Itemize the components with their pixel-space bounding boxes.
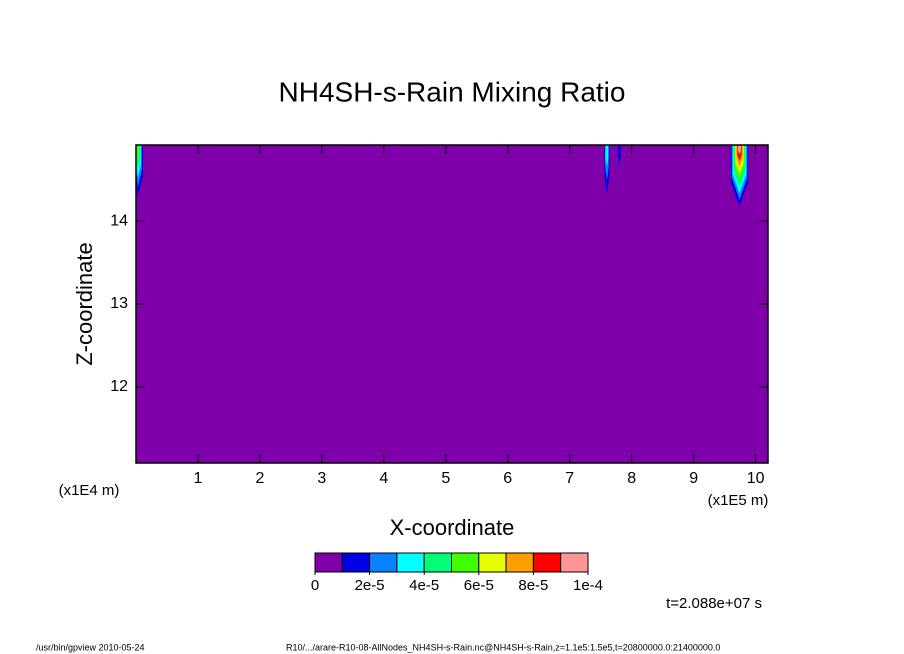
footer-right: R10/.../arare-R10-08-AllNodes_NH4SH-s-Ra… (286, 642, 720, 652)
colorbar-tick-label: 4e-5 (409, 577, 439, 594)
y-tick-label: 14 (110, 212, 128, 229)
colorbar-box (314, 552, 343, 573)
y-axis-label: Z-coordinate (72, 242, 97, 366)
colorbar-tick-label: 1e-4 (573, 577, 603, 594)
contour-region (617, 145, 621, 166)
x-tick-label: 8 (627, 470, 636, 487)
footer-left: /usr/bin/gpview 2010-05-24 (36, 642, 145, 652)
colorbar-box (505, 552, 534, 573)
colorbar-box (451, 552, 480, 573)
x-tick-label: 7 (565, 470, 574, 487)
plot-background (136, 145, 768, 463)
contour-region (136, 145, 140, 160)
x-tick-label: 9 (689, 470, 698, 487)
x-tick-label: 10 (747, 470, 765, 487)
x-unit: (x1E5 m) (708, 492, 769, 509)
colorbar-box (560, 552, 589, 573)
x-tick-label: 4 (379, 470, 388, 487)
x-tick-label: 1 (194, 470, 203, 487)
colorbar-box (423, 552, 453, 573)
x-tick-label: 5 (441, 470, 450, 487)
colorbar-tick-label: 6e-5 (464, 577, 494, 594)
x-tick-label: 3 (317, 470, 326, 487)
colorbar-box (396, 552, 425, 573)
y-tick-label: 12 (110, 378, 128, 395)
colorbar-box (341, 552, 371, 573)
x-axis-label: X-coordinate (390, 515, 515, 540)
contour-region (605, 145, 609, 167)
contour-region (737, 145, 741, 155)
x-tick-label: 6 (503, 470, 512, 487)
y-tick-label: 13 (110, 295, 128, 312)
colorbar-tick-label: 8e-5 (518, 577, 548, 594)
colorbar-box (369, 552, 398, 573)
chart-title: NH4SH-s-Rain Mixing Ratio (279, 76, 626, 107)
colorbar-tick-label: 0 (311, 577, 319, 594)
y-unit: (x1E4 m) (59, 482, 120, 499)
colorbar-box (478, 552, 507, 573)
colorbar-tick-label: 2e-5 (355, 577, 385, 594)
x-tick-label: 2 (255, 470, 264, 487)
colorbar-box (532, 552, 562, 573)
time-label: t=2.088e+07 s (666, 595, 762, 612)
